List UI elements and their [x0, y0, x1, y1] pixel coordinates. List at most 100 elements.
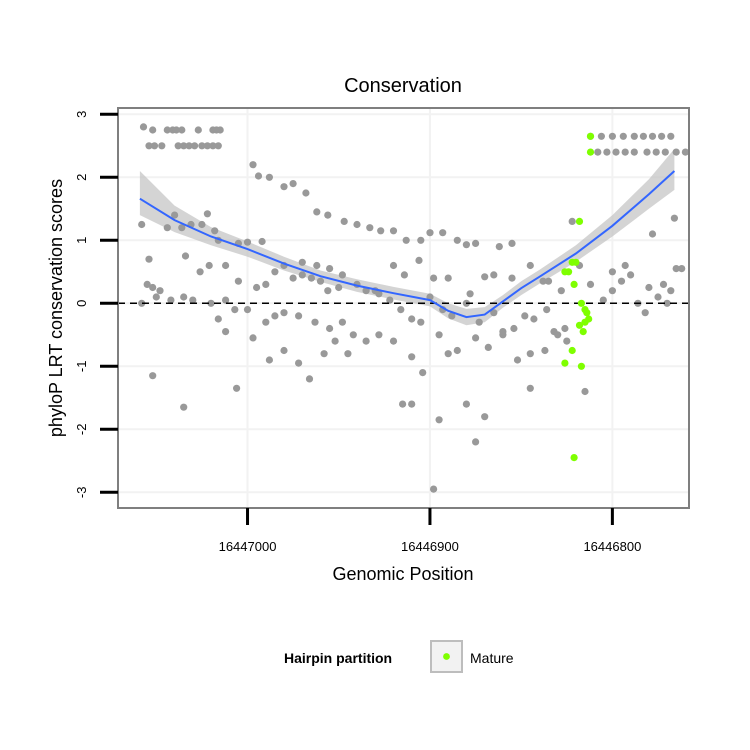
data-point-other: [415, 256, 423, 264]
data-point-other: [222, 261, 230, 270]
data-point-other: [338, 318, 346, 326]
data-point-other: [149, 283, 157, 292]
data-point-other: [271, 312, 279, 320]
data-point-other: [389, 227, 398, 235]
data-point-other: [499, 328, 507, 336]
data-point-other: [621, 148, 629, 156]
data-point-other: [138, 220, 146, 229]
data-point-other: [472, 239, 480, 247]
data-point-other: [639, 132, 648, 140]
data-point-other: [652, 148, 660, 156]
legend-label-mature: Mature: [470, 650, 514, 666]
data-point-other: [654, 293, 662, 301]
data-point-mature: [570, 454, 578, 462]
data-point-other: [594, 148, 602, 156]
data-point-other: [271, 268, 279, 276]
data-point-other: [475, 318, 483, 326]
data-point-other: [581, 387, 589, 396]
data-point-other: [597, 132, 606, 140]
data-point-other: [145, 142, 153, 150]
data-point-other: [145, 255, 153, 263]
data-point-other: [472, 334, 480, 342]
data-point-other: [678, 265, 686, 273]
data-point-other: [167, 296, 175, 304]
data-point-other: [214, 142, 222, 150]
data-point-other: [180, 403, 188, 411]
data-point-other: [670, 214, 679, 222]
data-point-other: [508, 274, 516, 282]
x-tick-label: 16446900: [401, 539, 459, 554]
y-axis: -3 -2 -1 0 1 2 3: [74, 111, 118, 498]
data-point-mature: [561, 268, 569, 276]
data-point-other: [377, 227, 385, 235]
data-point-other: [326, 265, 334, 273]
data-point-other: [198, 220, 206, 229]
data-point-other: [526, 350, 534, 358]
data-point-other: [335, 283, 343, 292]
data-point-mature: [572, 258, 580, 266]
data-point-other: [344, 350, 352, 358]
data-point-other: [612, 148, 620, 156]
data-point-other: [326, 324, 334, 333]
points-other-series: [138, 123, 690, 493]
data-point-other: [430, 274, 438, 282]
data-point-other: [645, 283, 653, 292]
data-point-other: [397, 306, 405, 314]
data-point-other: [643, 148, 651, 156]
data-point-other: [630, 148, 638, 156]
data-point-other: [402, 236, 410, 244]
data-point-other: [209, 142, 217, 150]
data-point-other: [453, 346, 461, 355]
data-point-other: [462, 241, 470, 249]
data-point-other: [203, 142, 211, 150]
data-point-mature: [586, 148, 595, 156]
data-point-other: [313, 208, 321, 216]
data-point-other: [353, 220, 361, 229]
data-point-other: [408, 315, 416, 323]
data-point-other: [196, 268, 204, 276]
data-point-other: [194, 126, 202, 134]
data-point-other: [366, 224, 374, 232]
data-point-other: [667, 132, 675, 140]
x-tick-label: 16447000: [219, 539, 277, 554]
data-point-other: [586, 280, 595, 288]
x-axis: 16447000 16446900 16446800: [219, 508, 641, 554]
data-point-other: [561, 324, 569, 333]
data-point-other: [203, 210, 211, 218]
data-point-other: [289, 274, 297, 282]
smooth-trend-line: [139, 170, 676, 319]
data-point-other: [289, 180, 297, 188]
data-point-other: [302, 189, 310, 197]
data-point-other: [258, 237, 266, 246]
data-point-other: [419, 369, 427, 377]
y-tick-label: 0: [74, 300, 89, 307]
data-point-other: [189, 296, 197, 304]
data-point-other: [178, 126, 186, 134]
data-point-other: [249, 334, 257, 342]
y-tick-label: 3: [74, 111, 89, 118]
data-point-other: [265, 356, 273, 364]
data-point-other: [338, 271, 346, 279]
data-point-other: [603, 148, 611, 156]
data-point-other: [526, 261, 534, 270]
data-point-other: [426, 229, 434, 237]
data-point-other: [249, 161, 257, 169]
data-point-other: [163, 224, 171, 232]
data-point-other: [508, 239, 516, 247]
data-point-other: [349, 331, 357, 339]
data-point-other: [152, 293, 160, 301]
data-point-other: [307, 274, 315, 282]
data-point-other: [233, 384, 241, 392]
data-point-other: [444, 274, 452, 282]
data-point-other: [510, 324, 518, 333]
data-point-other: [563, 337, 571, 345]
data-point-other: [672, 148, 680, 156]
data-point-mature: [575, 217, 584, 225]
data-point-other: [143, 280, 151, 288]
data-point-mature: [585, 315, 593, 323]
data-point-other: [408, 400, 416, 408]
data-point-other: [472, 438, 480, 446]
data-point-other: [305, 375, 314, 383]
data-point-other: [557, 287, 565, 295]
